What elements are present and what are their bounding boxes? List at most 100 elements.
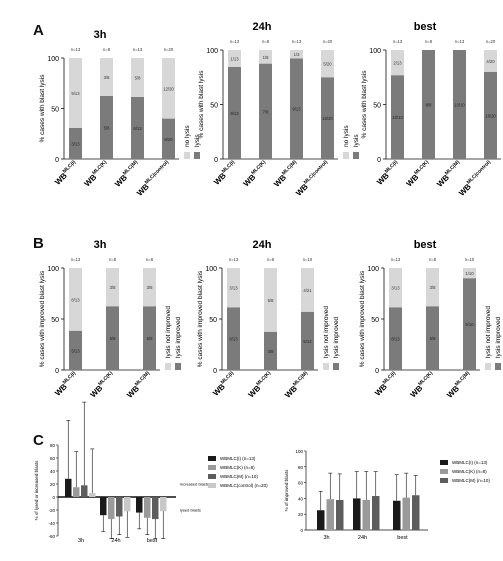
legend-label: no lysis bbox=[343, 125, 350, 147]
category-label-sup: MLC(control) bbox=[466, 159, 492, 185]
category-label-sup: MLC(K) bbox=[413, 159, 430, 176]
category-label-sup: MLC(I) bbox=[220, 370, 235, 385]
y-axis-label: % cases with improved blast lysis bbox=[359, 270, 366, 367]
category-label: WBMLC(K) bbox=[82, 159, 111, 188]
y-tick-label: 0 bbox=[213, 368, 217, 375]
category-label: WBMLC(control) bbox=[134, 159, 173, 198]
y-tick-label: 100 bbox=[295, 449, 303, 454]
bar-segment-lysis bbox=[321, 77, 334, 159]
data-label: 3/8 bbox=[147, 285, 153, 290]
legend-label: no lysis bbox=[184, 125, 191, 147]
legend-swatch bbox=[440, 478, 448, 483]
data-label: 5/12 bbox=[303, 339, 312, 344]
data-label: 4/21 bbox=[303, 288, 312, 293]
y-tick-label: 100 bbox=[47, 266, 59, 273]
bar-segment-lysis bbox=[100, 95, 113, 159]
y-tick-label: 50 bbox=[209, 317, 217, 324]
category-label-sup: MLC(I) bbox=[62, 159, 77, 174]
bar-segment-lysis bbox=[69, 127, 82, 159]
category-label: WBMLC(K) bbox=[88, 370, 117, 399]
bar bbox=[372, 496, 380, 530]
n-label: n=8 bbox=[109, 257, 117, 262]
category-label: WBMLC(K) bbox=[408, 370, 437, 399]
y-tick-label: 50 bbox=[51, 317, 59, 324]
data-label: 3/8 bbox=[268, 349, 274, 354]
category-label: WBMLC(M) bbox=[271, 159, 301, 189]
y-tick-label: 60 bbox=[298, 481, 304, 486]
category-label-sup: MLC(M) bbox=[122, 159, 139, 176]
data-label: 9/13 bbox=[230, 111, 239, 116]
category-label: WBMLC(M) bbox=[124, 370, 154, 400]
legend-label: lysis not improved bbox=[165, 306, 172, 358]
y-tick-label: 100 bbox=[367, 266, 379, 273]
bar-segment-lysis-not-improved bbox=[389, 268, 402, 308]
data-label: 3/8 bbox=[430, 285, 436, 290]
legend-swatch bbox=[175, 363, 181, 370]
y-tick-label: 0 bbox=[55, 368, 59, 375]
chart-c-right: 100 80 60 40 20 0 % of improved blasts 3h 24h bes… bbox=[284, 449, 490, 541]
bar-segment-lysis-not-improved bbox=[264, 268, 277, 332]
data-label: 1/3 bbox=[294, 52, 300, 57]
chart-a-3h: 3h 0 50 100 % cases with blast lysis 3/13 9/13… bbox=[39, 29, 201, 198]
chart-b-24h: 24h 0 50 100% cases with improved blast lys… bbox=[197, 239, 340, 400]
legend-swatch bbox=[353, 152, 359, 159]
bar-segment-lysis bbox=[259, 63, 272, 159]
legend-swatch bbox=[208, 465, 216, 470]
y-tick-label: 0 bbox=[52, 495, 55, 500]
n-label: n=13 bbox=[230, 39, 240, 44]
bar-segment-lysis-improved bbox=[143, 306, 156, 370]
legend-swatch bbox=[440, 460, 448, 465]
legend-swatch bbox=[495, 363, 501, 370]
data-label: 9/13 bbox=[292, 107, 301, 112]
legend-label: lysis not improved bbox=[485, 306, 492, 358]
data-label: 5/8 bbox=[135, 75, 141, 80]
bar bbox=[81, 485, 88, 497]
x-tick-label: 24h bbox=[358, 535, 367, 541]
bar-segment-no-lysis bbox=[228, 50, 241, 67]
category-label-sup: MLC(K) bbox=[255, 370, 272, 387]
x-tick-label: 3h bbox=[78, 538, 84, 544]
category-label-sup: MLC(K) bbox=[91, 159, 108, 176]
legend-swatch bbox=[333, 363, 339, 370]
chart-title: 24h bbox=[253, 21, 272, 33]
y-axis-label: % cases with improved blast lysis bbox=[197, 270, 204, 367]
y-tick-label: 0 bbox=[214, 157, 218, 164]
bar bbox=[116, 497, 123, 517]
legend-label: WBMLC(control) (n=20) bbox=[220, 483, 268, 488]
y-tick-label: -40 bbox=[48, 521, 55, 526]
data-label: 10/10 bbox=[454, 103, 465, 108]
data-label: 8/13 bbox=[71, 297, 80, 302]
category-label-sup: MLC(M) bbox=[281, 159, 298, 176]
bar-segment-no-lysis bbox=[321, 50, 334, 78]
y-tick-label: -20 bbox=[48, 508, 55, 513]
data-label: 5/8 bbox=[110, 336, 116, 341]
legend-swatch bbox=[208, 483, 216, 488]
bar-segment-lysis-not-improved bbox=[426, 268, 439, 307]
n-label: n=13 bbox=[393, 39, 403, 44]
y-tick-label: 0 bbox=[377, 157, 381, 164]
y-tick-label: 100 bbox=[47, 56, 59, 63]
bar-segment-lysis-not-improved bbox=[301, 268, 314, 312]
y-tick-label: 0 bbox=[300, 528, 303, 533]
data-label: 3/8 bbox=[104, 75, 110, 80]
data-label: 3/8 bbox=[110, 285, 116, 290]
bar-segment-lysis bbox=[391, 75, 404, 159]
data-label: 3/13 bbox=[229, 286, 238, 291]
y-tick-label: 0 bbox=[375, 368, 379, 375]
y-tick-label: 50 bbox=[51, 107, 59, 114]
bar-segment-lysis-not-improved bbox=[463, 268, 476, 279]
category-label: WBMLC(M) bbox=[282, 370, 312, 400]
bar bbox=[402, 497, 410, 530]
bar bbox=[144, 497, 151, 518]
bar bbox=[412, 495, 420, 530]
y-tick-label: 20 bbox=[50, 482, 56, 487]
bar-segment-lysis bbox=[131, 96, 144, 159]
data-label: 5/20 bbox=[323, 62, 332, 67]
bar bbox=[65, 478, 72, 497]
y-tick-label: 60 bbox=[50, 456, 56, 461]
y-axis-label: % cases with blast lysis bbox=[361, 70, 368, 139]
category-label-sup: MLC(M) bbox=[454, 370, 471, 387]
legend-swatch bbox=[343, 152, 349, 159]
legend-swatch bbox=[323, 363, 329, 370]
legend-label: WBMLC(I) (n=13) bbox=[220, 456, 256, 461]
